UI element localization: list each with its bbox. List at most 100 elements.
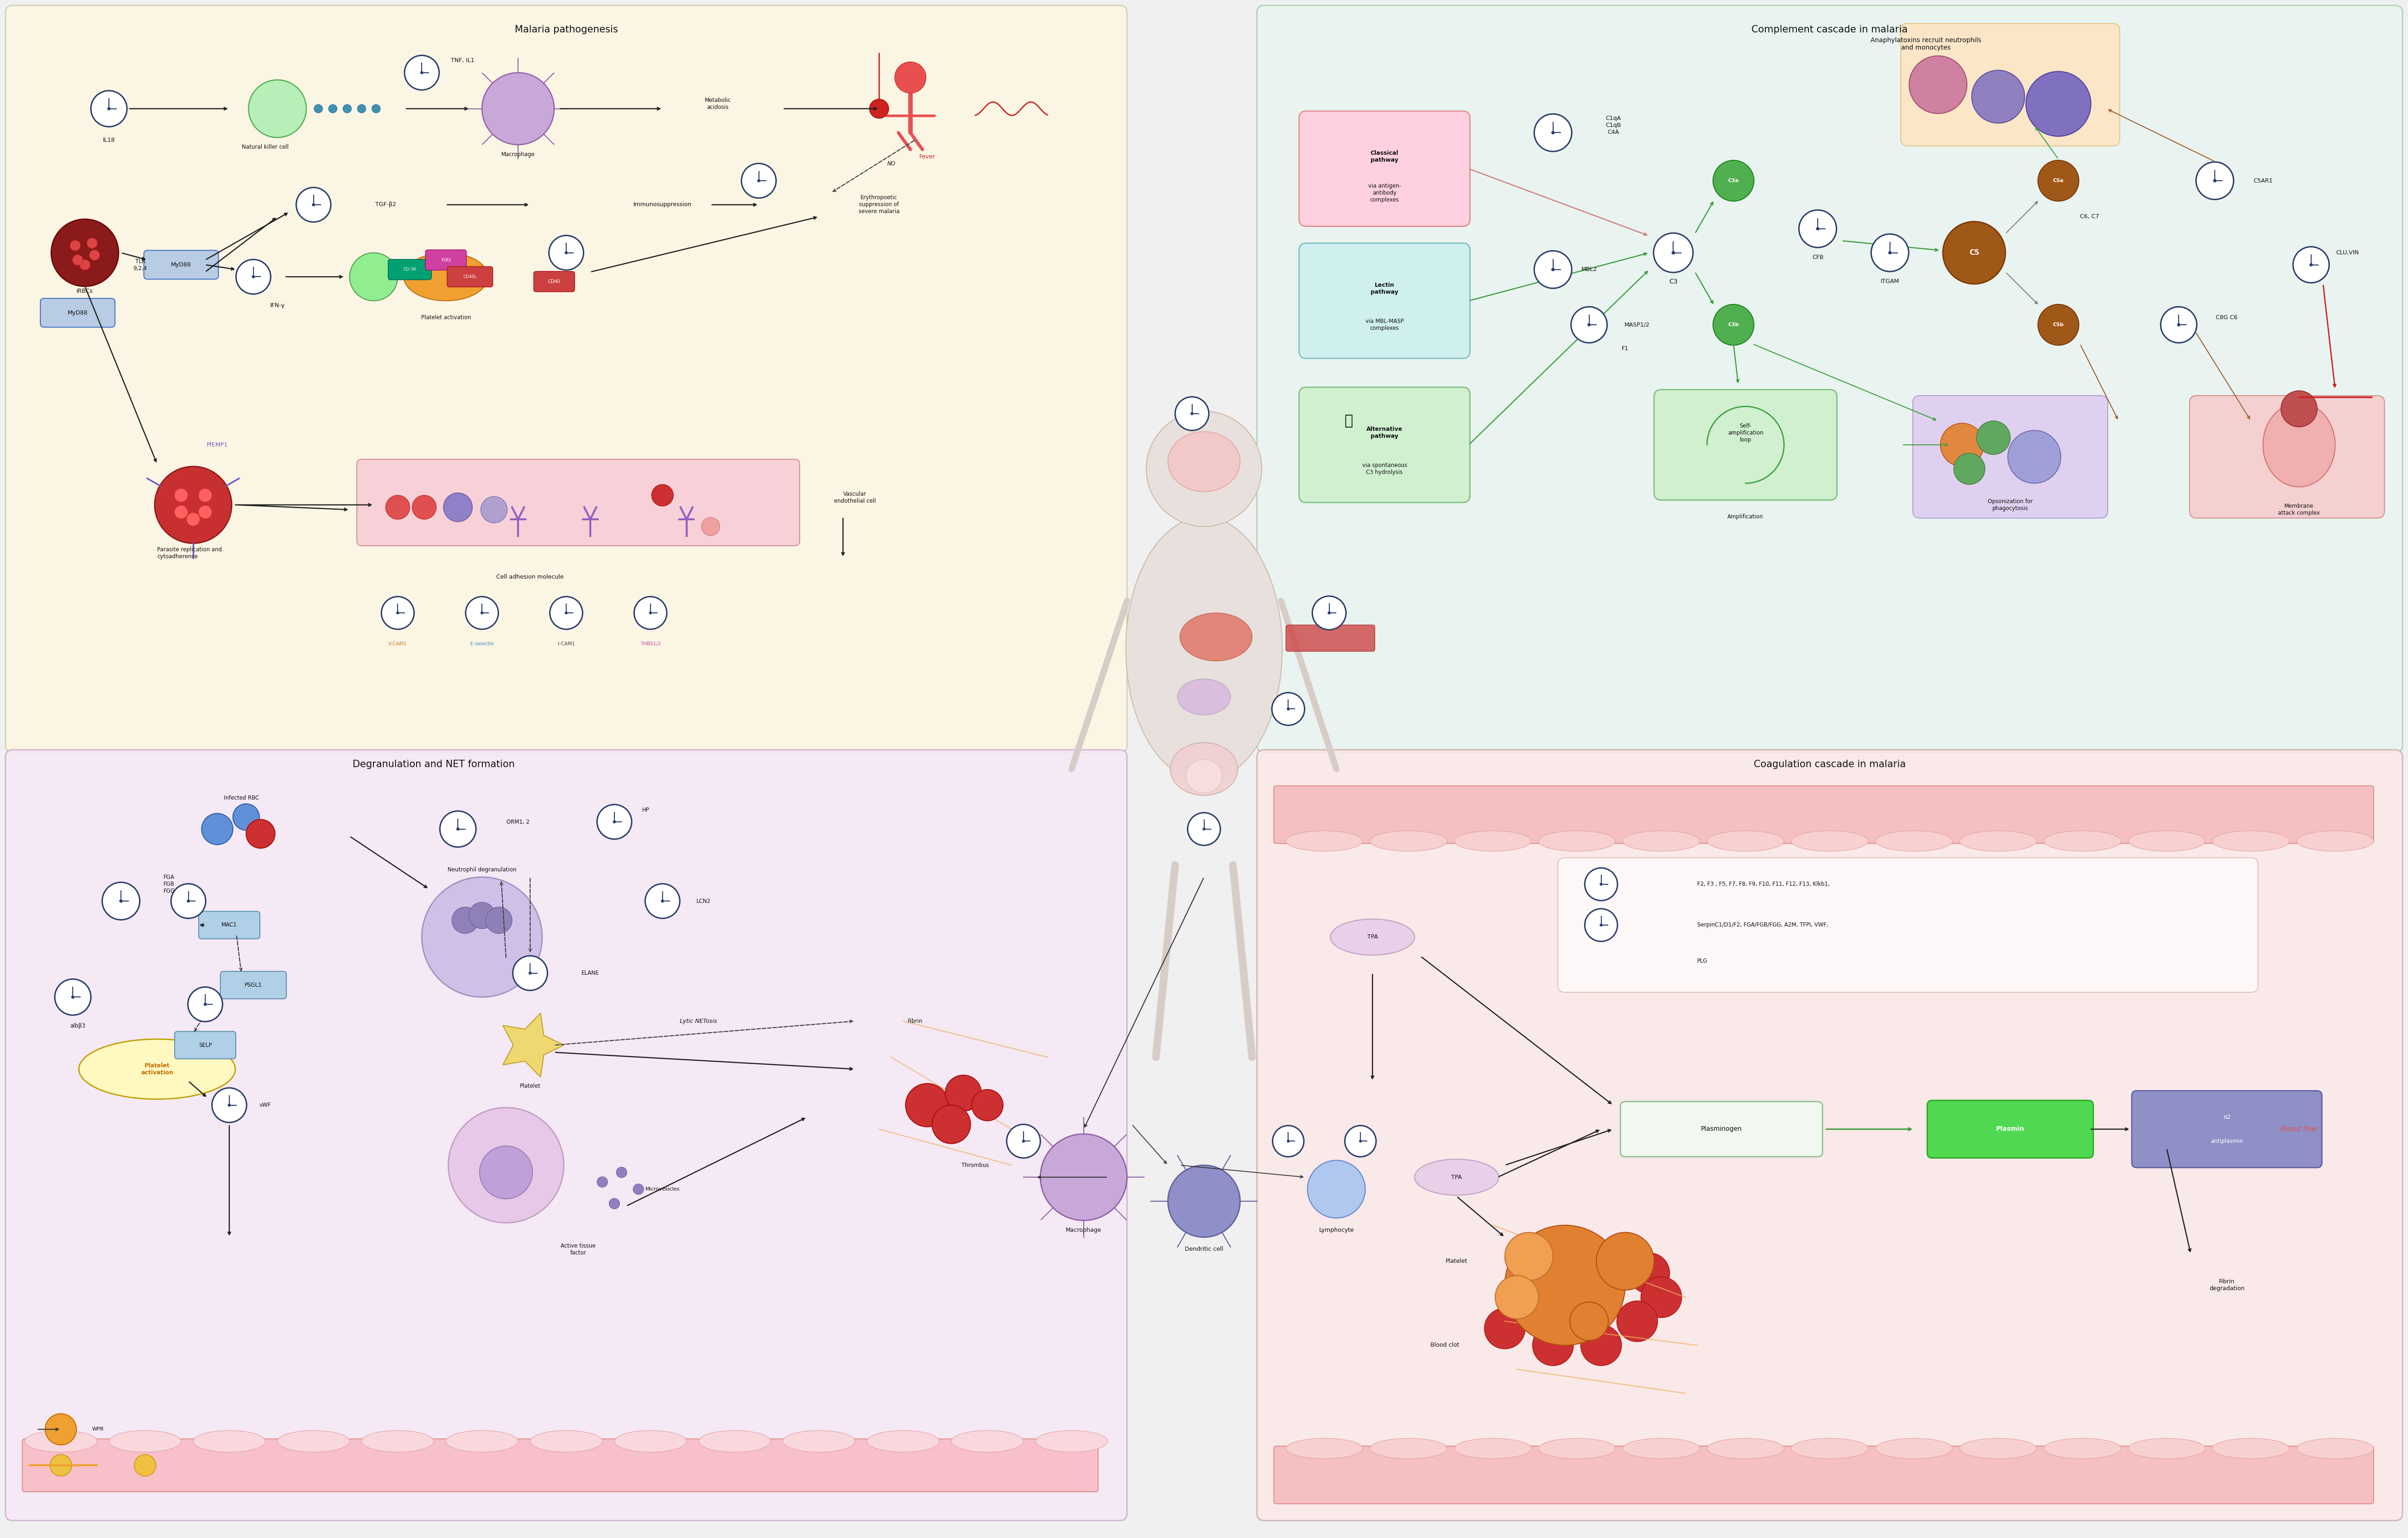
Text: Self-
amplification
loop: Self- amplification loop (1727, 423, 1763, 443)
Circle shape (72, 255, 82, 265)
Text: TLR
9,2,4: TLR 9,2,4 (132, 258, 147, 271)
Circle shape (1190, 412, 1194, 415)
Circle shape (1271, 1126, 1303, 1157)
Ellipse shape (79, 1040, 236, 1100)
Circle shape (412, 495, 436, 520)
Text: Immunosuppression: Immunosuppression (633, 201, 691, 208)
Text: TGF-β2: TGF-β2 (376, 201, 397, 208)
Text: TPA: TPA (1452, 1173, 1462, 1180)
Circle shape (2196, 161, 2235, 200)
Text: IL18: IL18 (104, 137, 116, 143)
Text: F1: F1 (1621, 346, 1628, 352)
Circle shape (236, 260, 270, 294)
Text: Thrombus: Thrombus (961, 1163, 990, 1169)
FancyBboxPatch shape (1912, 395, 2107, 518)
Ellipse shape (1792, 831, 1869, 851)
Ellipse shape (1792, 1438, 1869, 1458)
Ellipse shape (1413, 1160, 1498, 1195)
Circle shape (1888, 251, 1893, 254)
Ellipse shape (1286, 831, 1363, 851)
Circle shape (566, 612, 568, 614)
Text: C5AR1: C5AR1 (2254, 178, 2273, 183)
Text: ORM1, 2: ORM1, 2 (506, 818, 530, 824)
Circle shape (905, 1084, 949, 1127)
Circle shape (89, 249, 99, 260)
Text: C8G C6: C8G C6 (2215, 315, 2237, 320)
Text: Lectin
pathway: Lectin pathway (1370, 283, 1399, 295)
Circle shape (87, 238, 96, 249)
Ellipse shape (1286, 1438, 1363, 1458)
Circle shape (212, 1087, 246, 1123)
Text: Platelet activation: Platelet activation (421, 315, 472, 320)
Ellipse shape (108, 1430, 181, 1452)
Circle shape (1816, 228, 1820, 231)
Circle shape (609, 1198, 619, 1209)
Text: Fibrin
degradation: Fibrin degradation (2208, 1278, 2244, 1292)
Text: Platelet: Platelet (520, 1083, 539, 1089)
Circle shape (486, 907, 513, 934)
Circle shape (597, 1177, 607, 1187)
Text: F2, F3 , F5, F7, F8, F9, F10, F11, F12, F13, Klkb1,: F2, F3 , F5, F7, F8, F9, F10, F11, F12, … (1698, 881, 1830, 887)
Text: Cell adhesion molecule: Cell adhesion molecule (496, 574, 563, 580)
Circle shape (1584, 867, 1618, 901)
Circle shape (1007, 1124, 1040, 1158)
Circle shape (1534, 251, 1572, 288)
Circle shape (70, 240, 79, 251)
Text: Plasmin: Plasmin (1996, 1126, 2025, 1132)
Text: Membrane
attack complex: Membrane attack complex (2278, 503, 2319, 517)
Circle shape (135, 1455, 157, 1476)
Circle shape (946, 1075, 982, 1110)
Circle shape (51, 1455, 72, 1476)
Circle shape (1312, 597, 1346, 629)
Circle shape (1308, 1160, 1365, 1218)
Ellipse shape (867, 1430, 939, 1452)
Text: Microvesicles: Microvesicles (645, 1187, 679, 1192)
Circle shape (660, 900, 665, 903)
Text: Coagulation cascade in malaria: Coagulation cascade in malaria (1753, 760, 1905, 769)
Ellipse shape (1454, 1438, 1531, 1458)
Circle shape (1977, 421, 2011, 454)
Circle shape (441, 811, 477, 847)
Circle shape (234, 804, 260, 831)
Circle shape (549, 235, 583, 271)
Text: ELANE: ELANE (580, 970, 600, 977)
Text: 🦟: 🦟 (1344, 414, 1353, 428)
FancyBboxPatch shape (1286, 624, 1375, 652)
FancyBboxPatch shape (448, 266, 494, 288)
Text: C5: C5 (1970, 249, 1979, 257)
Text: Malaria pathogenesis: Malaria pathogenesis (515, 25, 619, 34)
Ellipse shape (2297, 1438, 2374, 1458)
Ellipse shape (1170, 743, 1238, 795)
Text: Dendritic cell: Dendritic cell (1185, 1246, 1223, 1252)
Circle shape (563, 251, 568, 254)
Circle shape (380, 597, 414, 629)
Ellipse shape (1180, 614, 1252, 661)
Text: Blood flow: Blood flow (2280, 1126, 2316, 1132)
Text: C3b: C3b (1729, 323, 1739, 328)
FancyBboxPatch shape (1298, 388, 1469, 503)
Text: V-CAM1: V-CAM1 (388, 641, 407, 646)
Text: Classical
pathway: Classical pathway (1370, 151, 1399, 163)
Text: SerpinC1/D1/F2, FGA/FGB/FGG, A2M, TFPI, VWF,: SerpinC1/D1/F2, FGA/FGB/FGG, A2M, TFPI, … (1698, 923, 1828, 927)
Circle shape (1358, 1140, 1363, 1143)
Circle shape (653, 484, 674, 506)
Circle shape (616, 1167, 626, 1178)
Circle shape (1871, 234, 1910, 272)
Ellipse shape (1960, 1438, 2037, 1458)
FancyBboxPatch shape (1257, 6, 2403, 752)
Text: MASP1/2: MASP1/2 (1625, 321, 1649, 328)
Circle shape (482, 497, 508, 523)
Circle shape (1616, 1301, 1657, 1341)
Circle shape (405, 55, 438, 89)
Text: vWF: vWF (260, 1103, 272, 1109)
Text: I-CAM1: I-CAM1 (559, 641, 576, 646)
Ellipse shape (1960, 831, 2037, 851)
Text: Natural killer cell: Natural killer cell (241, 145, 289, 151)
FancyBboxPatch shape (144, 251, 219, 280)
Circle shape (1187, 812, 1221, 846)
Circle shape (397, 612, 400, 614)
Circle shape (171, 884, 205, 918)
FancyBboxPatch shape (1298, 111, 1469, 226)
Circle shape (701, 517, 720, 535)
Circle shape (1628, 1253, 1669, 1293)
